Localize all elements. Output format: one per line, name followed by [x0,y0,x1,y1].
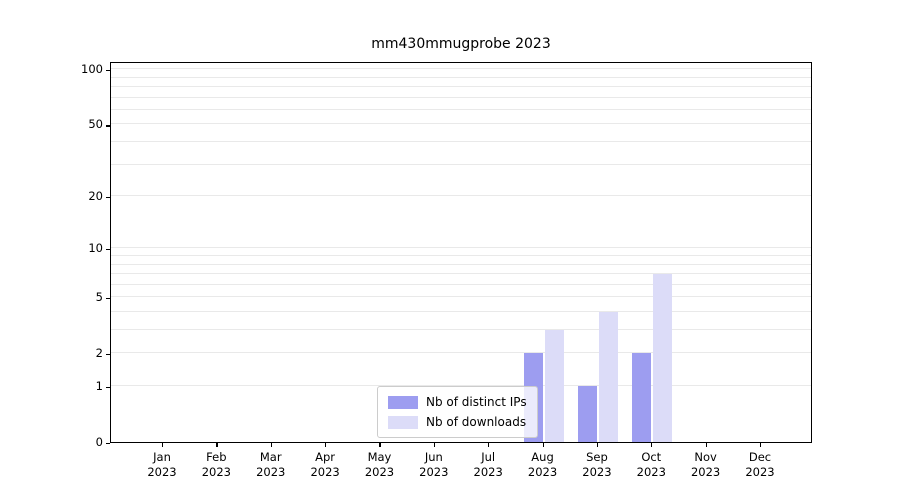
gridline [111,273,811,275]
plot-area: Nb of distinct IPs Nb of downloads [110,62,812,443]
y-tick-label: 10 [88,241,103,256]
x-tick-mark [270,443,272,447]
x-tick-label: Dec 2023 [745,450,775,479]
legend-swatch-downloads [388,415,418,429]
gridline [111,283,811,285]
legend-item-distinct-ips: Nb of distinct IPs [388,392,527,412]
bar-distinct-ips [577,386,597,442]
bar-distinct-ips [632,353,652,442]
x-tick-mark [705,443,707,447]
y-tick-label: 20 [88,189,103,204]
x-tick-label: Jul 2023 [473,450,503,479]
x-tick-label: Apr 2023 [310,450,340,479]
gridline [111,195,811,197]
x-tick-mark [162,443,164,447]
gridline [111,141,811,143]
gridline [111,163,811,165]
y-tick-mark [106,125,110,127]
gridline [111,329,811,331]
gridline [111,123,811,125]
x-tick-label: Sep 2023 [582,450,612,479]
legend-label-downloads: Nb of downloads [426,415,527,429]
x-tick-mark [433,443,435,447]
x-tick-mark [596,443,599,447]
gridline [111,76,811,78]
x-tick-label: Jun 2023 [419,450,449,479]
gridline [111,68,811,70]
x-tick-mark [488,443,490,447]
legend-item-downloads: Nb of downloads [388,412,527,432]
y-tick-label: 0 [95,435,103,449]
gridline [111,96,811,98]
legend-label-distinct-ips: Nb of distinct IPs [426,395,527,409]
y-tick-label: 50 [88,117,103,132]
gridline [111,263,811,265]
gridline [111,247,811,249]
x-tick-mark [760,443,762,447]
y-tick-label: 5 [95,290,103,305]
gridline [111,86,811,88]
x-tick-label: Oct 2023 [636,450,666,479]
gridline [111,352,811,354]
y-tick-mark [106,70,110,72]
x-tick-mark [651,443,653,447]
y-tick-mark [106,387,110,389]
x-tick-label: Aug 2023 [527,450,558,479]
x-tick-mark [216,443,218,447]
gridline [111,385,811,387]
x-tick-mark [542,443,544,447]
x-tick-mark [325,443,327,447]
legend: Nb of distinct IPs Nb of downloads [377,386,538,438]
x-tick-label: Jan 2023 [147,450,177,479]
bar-downloads [544,330,564,442]
y-tick-mark [106,298,110,300]
x-tick-mark [379,443,381,447]
bar-downloads [653,274,673,442]
gridline [111,311,811,312]
y-tick-label: 1 [95,379,103,393]
bar-downloads [598,312,618,442]
chart-title: mm430mmugprobe 2023 [371,36,551,52]
gridline [111,108,811,110]
y-tick-mark [106,249,110,251]
x-tick-label: Mar 2023 [256,450,286,479]
legend-swatch-distinct-ips [388,395,418,409]
x-tick-label: Nov 2023 [690,450,721,479]
y-tick-mark [106,443,110,445]
x-tick-label: May 2023 [364,450,395,479]
gridline [111,255,811,256]
x-tick-label: Feb 2023 [201,450,231,479]
y-tick-label: 2 [95,346,103,361]
y-tick-mark [106,197,110,199]
y-tick-label: 100 [81,62,103,77]
y-tick-mark [106,354,110,356]
gridline [111,296,811,298]
